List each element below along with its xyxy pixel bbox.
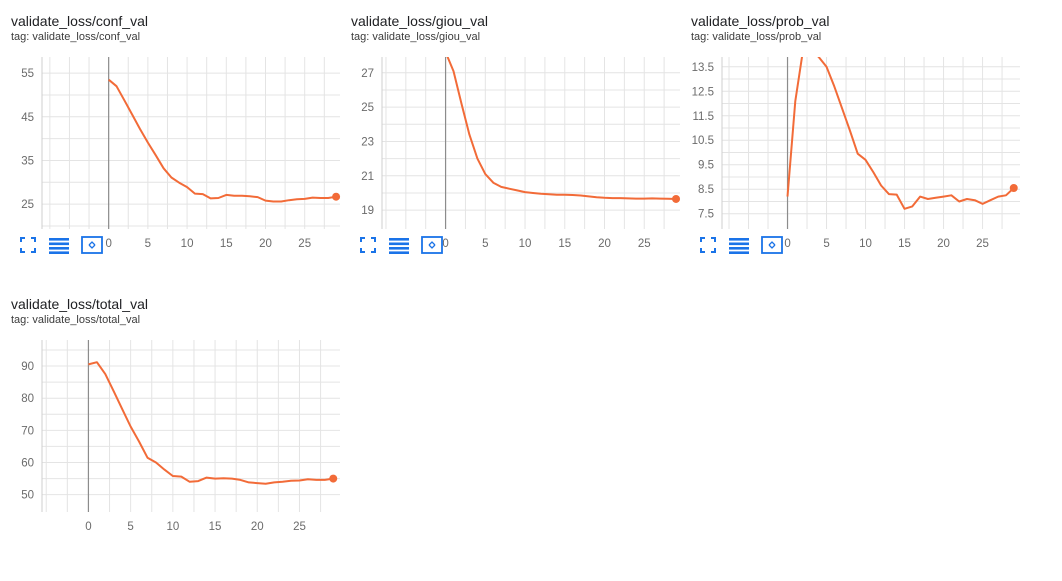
x-tick-label: 20 (259, 238, 272, 250)
chart-card-total-val: validate_loss/total_val tag: validate_lo… (11, 296, 351, 581)
x-tick-label: 0 (442, 238, 448, 250)
y-tick-label: 90 (21, 361, 34, 373)
chart-card-giou-val: validate_loss/giou_val tag: validate_los… (351, 13, 691, 298)
x-tick-label: 10 (859, 238, 872, 250)
y-tick-label: 27 (361, 68, 374, 80)
x-tick-label: 10 (166, 521, 179, 533)
fit-domain-icon[interactable] (421, 236, 443, 254)
y-tick-label: 70 (21, 425, 34, 437)
y-tick-label: 10.5 (692, 135, 714, 147)
x-tick-label: 0 (105, 238, 111, 250)
y-tick-label: 7.5 (698, 209, 714, 221)
plot-area[interactable]: 13.5 12.5 11.5 10.5 9.5 8.5 7.5 0 5 10 15 20 25 (691, 51, 1021, 269)
x-tick-label: 0 (784, 238, 790, 250)
chart-card-prob-val: validate_loss/prob_val tag: validate_los… (691, 13, 1031, 298)
y-tick-label: 23 (361, 136, 374, 148)
toggle-log-scale-icon[interactable] (389, 236, 409, 254)
series-line (108, 78, 337, 203)
chart-title: validate_loss/giou_val (351, 13, 488, 29)
x-tick-label: 15 (898, 238, 911, 250)
y-tick-label: 8.5 (698, 184, 714, 196)
x-tick-label: 10 (519, 238, 532, 250)
chart-title: validate_loss/conf_val (11, 13, 148, 29)
y-tick-label: 13.5 (692, 62, 714, 74)
last-point-marker (332, 192, 341, 201)
fullscreen-icon[interactable] (359, 236, 379, 254)
plot-area[interactable]: 90 80 70 60 50 0 5 10 15 20 25 (11, 334, 341, 552)
y-tick-label: 60 (21, 457, 34, 469)
plot-area[interactable]: 55 45 35 25 0 5 10 15 20 25 (11, 51, 341, 269)
chart-tag: tag: validate_loss/giou_val (351, 31, 481, 43)
series-line (786, 57, 1015, 210)
y-tick-label: 9.5 (698, 160, 714, 172)
chart-tag: tag: validate_loss/conf_val (11, 31, 141, 43)
last-point-marker (329, 474, 338, 483)
series-line (446, 57, 677, 200)
series-line (88, 361, 334, 485)
x-tick-label: 20 (251, 521, 264, 533)
chart-card-conf-val: validate_loss/conf_val tag: validate_los… (11, 13, 351, 298)
x-tick-label: 0 (85, 521, 91, 533)
chart-tag: tag: validate_loss/prob_val (691, 31, 822, 43)
line-chart-giou-val[interactable]: 27 25 23 21 19 0 5 10 15 20 25 (351, 51, 681, 269)
x-tick-label: 20 (598, 238, 611, 250)
y-tick-label: 21 (361, 171, 374, 183)
line-chart-total-val[interactable]: 90 80 70 60 50 0 5 10 15 20 25 (11, 334, 341, 552)
chart-title: validate_loss/prob_val (691, 13, 830, 29)
last-point-marker (672, 194, 681, 203)
y-tick-label: 12.5 (692, 86, 714, 98)
x-tick-label: 25 (293, 521, 306, 533)
y-tick-label: 55 (21, 68, 34, 80)
x-tick-label: 25 (638, 238, 651, 250)
line-chart-conf-val[interactable]: 55 45 35 25 0 5 10 15 20 25 (11, 51, 341, 269)
x-tick-label: 5 (127, 521, 133, 533)
chart-title: validate_loss/total_val (11, 296, 148, 312)
y-tick-label: 11.5 (692, 111, 714, 123)
chart-tag: tag: validate_loss/total_val (11, 314, 141, 326)
y-tick-label: 25 (21, 199, 34, 211)
x-tick-label: 5 (823, 238, 829, 250)
x-tick-label: 15 (558, 238, 571, 250)
x-tick-label: 20 (937, 238, 950, 250)
x-tick-label: 15 (209, 521, 222, 533)
fit-domain-icon[interactable] (81, 236, 103, 254)
y-tick-label: 45 (21, 112, 34, 124)
y-tick-label: 35 (21, 155, 34, 167)
line-chart-prob-val[interactable]: 13.5 12.5 11.5 10.5 9.5 8.5 7.5 0 5 10 15 20 25 (691, 51, 1021, 269)
fit-domain-icon[interactable] (761, 236, 783, 254)
x-tick-label: 5 (145, 238, 151, 250)
last-point-marker (1009, 183, 1018, 192)
x-tick-label: 5 (482, 238, 488, 250)
y-tick-label: 80 (21, 393, 34, 405)
x-tick-label: 10 (181, 238, 194, 250)
fullscreen-icon[interactable] (699, 236, 719, 254)
plot-area[interactable]: 27 25 23 21 19 0 5 10 15 20 25 (351, 51, 681, 269)
y-tick-label: 25 (361, 102, 374, 114)
x-tick-label: 25 (298, 238, 311, 250)
fullscreen-icon[interactable] (19, 236, 39, 254)
toggle-log-scale-icon[interactable] (49, 236, 69, 254)
x-tick-label: 25 (976, 238, 989, 250)
x-tick-label: 15 (220, 238, 233, 250)
y-tick-label: 50 (21, 490, 34, 502)
toggle-log-scale-icon[interactable] (729, 236, 749, 254)
y-tick-label: 19 (361, 205, 374, 217)
